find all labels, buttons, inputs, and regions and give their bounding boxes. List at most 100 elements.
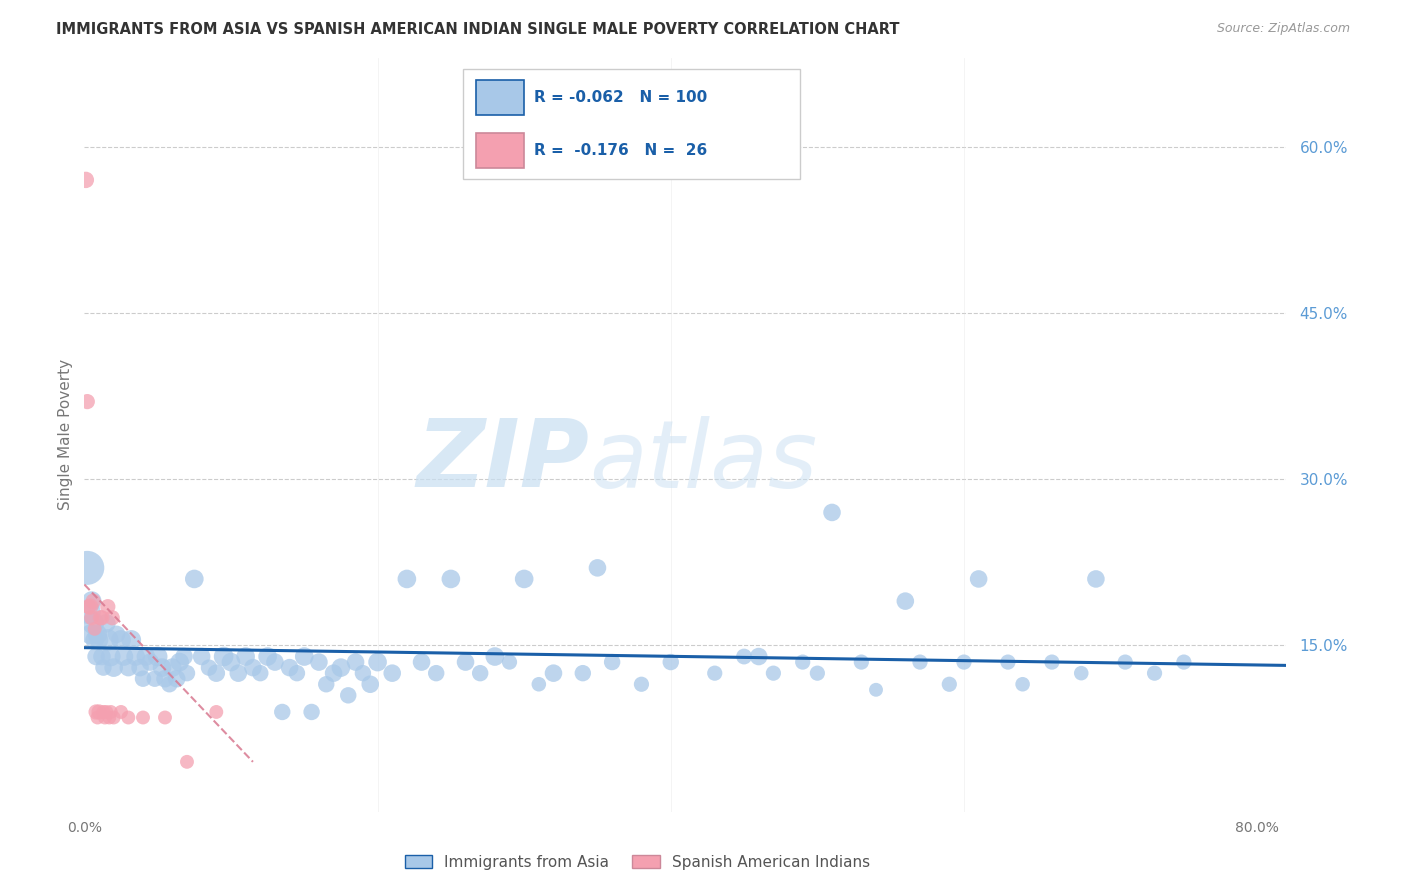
Point: [938, 677, 960, 691]
Point: [1040, 655, 1063, 669]
Point: [600, 655, 623, 669]
Point: [153, 710, 176, 724]
Point: [264, 655, 287, 669]
Point: [425, 666, 447, 681]
Point: [80, 594, 103, 608]
Point: [76, 394, 98, 409]
Point: [454, 655, 477, 669]
Point: [440, 572, 463, 586]
Point: [359, 677, 381, 691]
Point: [572, 666, 595, 681]
Point: [139, 655, 162, 669]
Point: [129, 660, 152, 674]
Text: Source: ZipAtlas.com: Source: ZipAtlas.com: [1216, 22, 1350, 36]
Point: [82, 616, 104, 631]
FancyBboxPatch shape: [477, 133, 523, 168]
Point: [329, 660, 352, 674]
Point: [110, 705, 132, 719]
Point: [513, 572, 536, 586]
Point: [411, 655, 433, 669]
Point: [112, 649, 135, 664]
Point: [498, 655, 520, 669]
Point: [821, 505, 844, 519]
Point: [80, 611, 103, 625]
Point: [322, 666, 344, 681]
Point: [146, 649, 169, 664]
Point: [183, 572, 205, 586]
Point: [1173, 655, 1195, 669]
Point: [87, 705, 110, 719]
Point: [75, 173, 97, 187]
Point: [703, 666, 725, 681]
Point: [865, 682, 887, 697]
Point: [733, 649, 755, 664]
Point: [101, 611, 124, 625]
Point: [226, 666, 249, 681]
Point: [235, 649, 257, 664]
Point: [82, 594, 104, 608]
Point: [997, 655, 1019, 669]
Point: [103, 660, 125, 674]
Point: [1011, 677, 1033, 691]
Point: [135, 649, 157, 664]
Point: [470, 666, 492, 681]
Point: [242, 660, 264, 674]
Point: [98, 710, 121, 724]
Point: [77, 599, 100, 614]
Point: [86, 627, 108, 641]
Point: [367, 655, 389, 669]
Point: [806, 666, 828, 681]
Point: [117, 710, 139, 724]
Point: [762, 666, 785, 681]
Point: [894, 594, 917, 608]
Point: [256, 649, 278, 664]
Point: [315, 677, 337, 691]
Point: [1114, 655, 1136, 669]
FancyBboxPatch shape: [463, 70, 800, 178]
Point: [157, 677, 180, 691]
Point: [967, 572, 990, 586]
Point: [77, 605, 100, 619]
Point: [105, 627, 128, 641]
Point: [96, 616, 118, 631]
Point: [395, 572, 418, 586]
Point: [301, 705, 323, 719]
Point: [86, 710, 108, 724]
Point: [117, 660, 139, 674]
Point: [659, 655, 682, 669]
Point: [176, 666, 198, 681]
Point: [271, 705, 294, 719]
Point: [748, 649, 770, 664]
Point: [83, 622, 105, 636]
Point: [97, 599, 120, 614]
Text: R =  -0.176   N =  26: R = -0.176 N = 26: [534, 143, 707, 158]
Point: [132, 710, 155, 724]
FancyBboxPatch shape: [477, 80, 523, 115]
Point: [1143, 666, 1166, 681]
Point: [124, 649, 146, 664]
Point: [96, 705, 118, 719]
Point: [205, 666, 228, 681]
Point: [91, 649, 114, 664]
Point: [212, 649, 235, 664]
Text: atlas: atlas: [589, 416, 817, 507]
Point: [76, 561, 98, 575]
Point: [1084, 572, 1107, 586]
Point: [285, 666, 308, 681]
Point: [198, 660, 221, 674]
Point: [219, 655, 242, 669]
Point: [162, 660, 184, 674]
Point: [908, 655, 931, 669]
Point: [1070, 666, 1092, 681]
Point: [249, 666, 271, 681]
Point: [93, 705, 115, 719]
Point: [120, 632, 142, 647]
Point: [190, 649, 212, 664]
Point: [103, 710, 125, 724]
Point: [176, 755, 198, 769]
Point: [84, 705, 107, 719]
Point: [344, 655, 367, 669]
Point: [586, 561, 609, 575]
Text: IMMIGRANTS FROM ASIA VS SPANISH AMERICAN INDIAN SINGLE MALE POVERTY CORRELATION : IMMIGRANTS FROM ASIA VS SPANISH AMERICAN…: [56, 22, 900, 37]
Point: [173, 649, 195, 664]
